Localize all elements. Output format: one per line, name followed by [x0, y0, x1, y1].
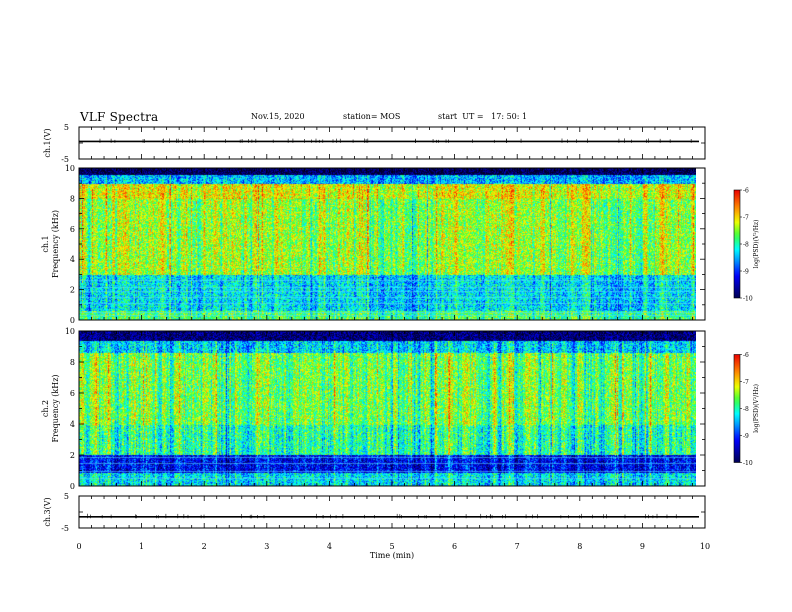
- x-tick-label: 2: [202, 542, 207, 551]
- colorbar-tick-label: -7: [743, 215, 749, 222]
- x-tick-label: 5: [389, 542, 394, 551]
- y-axis-label: Frequency (kHz): [51, 210, 60, 278]
- channel-label: ch.2: [41, 400, 50, 417]
- x-tick-label: 7: [515, 542, 520, 551]
- start-time-label: start UT = 17: 50: 1: [438, 112, 528, 121]
- x-tick-label: 9: [640, 542, 645, 551]
- y-tick-label: -5: [61, 155, 69, 164]
- y-axis-label: ch.3(V): [43, 497, 52, 526]
- colorbar-tick-label: -6: [743, 352, 749, 359]
- y-axis-label: Frequency (kHz): [51, 374, 60, 442]
- x-tick-label: 1: [139, 542, 144, 551]
- x-tick-label: 10: [700, 542, 710, 551]
- ch1-colorbar: [733, 189, 741, 299]
- y-tick-label: 2: [70, 286, 75, 295]
- date-label: Nov.15, 2020: [251, 112, 305, 121]
- y-tick-label: 6: [70, 389, 75, 398]
- y-tick-label: 8: [70, 194, 75, 203]
- y-tick-label: 5: [64, 492, 69, 501]
- colorbar-label: log(PSD)(V²/Hz): [753, 220, 760, 269]
- x-tick-label: 8: [577, 542, 582, 551]
- y-tick-label: 6: [70, 225, 75, 234]
- y-tick-label: 5: [64, 123, 69, 132]
- colorbar-tick-label: -8: [743, 242, 749, 249]
- y-axis-label: ch.1(V): [43, 128, 52, 157]
- y-tick-label: 10: [65, 327, 75, 336]
- x-tick-label: 6: [452, 542, 457, 551]
- x-tick-label: 0: [76, 542, 81, 551]
- colorbar-tick-label: -8: [743, 406, 749, 413]
- channel-label: ch.1: [41, 235, 50, 252]
- ch1-spectrogram-image: [79, 168, 696, 320]
- colorbar-label: log(PSD)(V²/Hz): [753, 384, 760, 433]
- y-tick-label: -5: [61, 524, 69, 533]
- colorbar-tick-label: -7: [743, 379, 749, 386]
- y-tick-label: 4: [70, 255, 75, 264]
- x-tick-label: 4: [327, 542, 332, 551]
- x-axis-label: Time (min): [370, 551, 414, 560]
- y-tick-label: 0: [70, 316, 75, 325]
- station-label: station= MOS: [343, 112, 401, 121]
- ch2-spectrogram-image: [79, 331, 696, 486]
- y-tick-label: 0: [70, 482, 75, 491]
- ch2-colorbar: [733, 354, 741, 463]
- y-tick-label: 2: [70, 451, 75, 460]
- colorbar-tick-label: -10: [743, 460, 753, 467]
- y-tick-label: 10: [65, 164, 75, 173]
- colorbar-tick-label: -9: [743, 433, 749, 440]
- y-tick-label: 4: [70, 420, 75, 429]
- y-tick-label: 8: [70, 358, 75, 367]
- figure-title: VLF Spectra: [80, 110, 159, 124]
- colorbar-tick-label: -9: [743, 269, 749, 276]
- colorbar-tick-label: -6: [743, 188, 749, 195]
- colorbar-tick-label: -10: [743, 296, 753, 303]
- x-tick-label: 3: [264, 542, 269, 551]
